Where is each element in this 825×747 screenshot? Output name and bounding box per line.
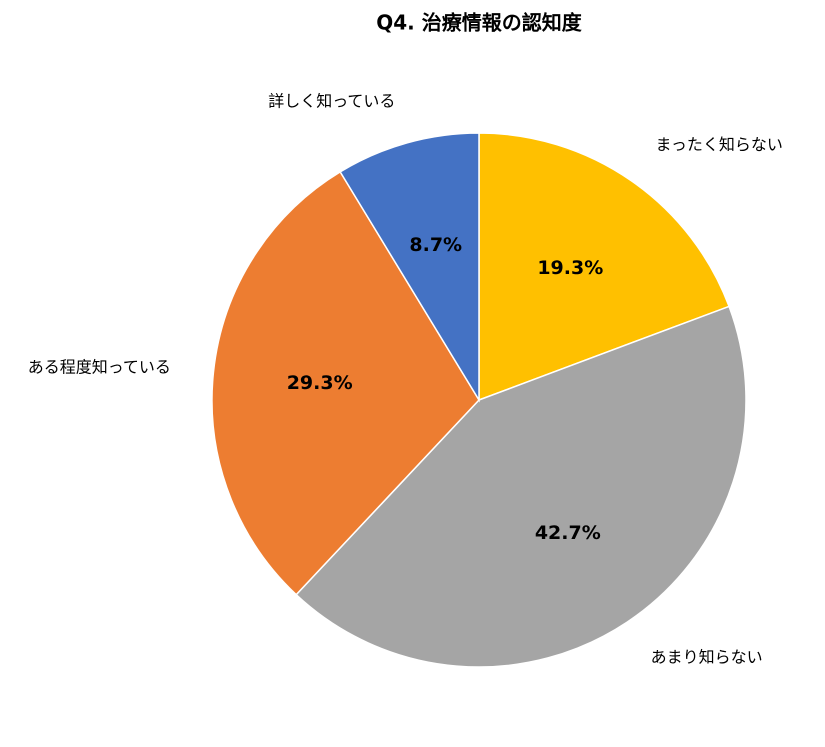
chart-title: Q4. 治療情報の認知度 [376, 11, 582, 35]
value-label: 8.7% [409, 234, 462, 256]
pie-slice [295, 305, 747, 668]
pie-slice [339, 132, 480, 403]
value-label: 42.7% [535, 522, 601, 544]
category-label: ある程度知っている [28, 357, 171, 376]
value-label: 29.3% [287, 372, 353, 394]
category-label: 詳しく知っている [268, 91, 395, 110]
pie-slice [478, 132, 731, 402]
category-label: まったく知らない [655, 135, 782, 154]
category-label: あまり知らない [651, 647, 763, 666]
value-label: 19.3% [537, 257, 603, 279]
pie-slice [211, 170, 480, 596]
